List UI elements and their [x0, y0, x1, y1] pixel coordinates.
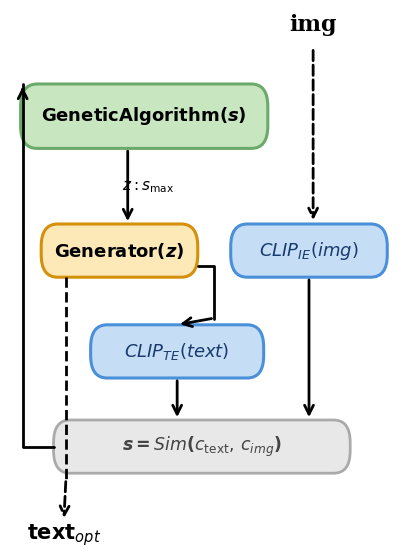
Text: $\boldsymbol{\mathit{CLIP}}_{\boldsymbol{\mathit{IE}}}\boldsymbol{\mathit{(img)}: $\boldsymbol{\mathit{CLIP}}_{\boldsymbol… — [259, 240, 359, 262]
FancyBboxPatch shape — [21, 84, 268, 148]
Text: $\mathbf{GeneticAlgorithm(}$$\boldsymbol{s}$$\mathbf{)}$: $\mathbf{GeneticAlgorithm(}$$\boldsymbol… — [41, 105, 247, 127]
Text: img: img — [289, 14, 337, 36]
Text: $\mathbf{Generator(}$$\boldsymbol{z}$$\mathbf{)}$: $\mathbf{Generator(}$$\boldsymbol{z}$$\m… — [54, 241, 185, 260]
Text: $z : s_{\max}$: $z : s_{\max}$ — [122, 180, 173, 195]
FancyBboxPatch shape — [91, 325, 264, 378]
Text: $\mathbf{text}_{\mathit{opt}}$: $\mathbf{text}_{\mathit{opt}}$ — [27, 522, 101, 548]
FancyBboxPatch shape — [41, 224, 198, 277]
Text: $\boldsymbol{\mathit{CLIP}}_{\boldsymbol{\mathit{TE}}}\boldsymbol{\mathit{(text): $\boldsymbol{\mathit{CLIP}}_{\boldsymbol… — [124, 341, 230, 362]
Text: $\boldsymbol{s = \mathit{Sim}(c_{\mathrm{text}},\, c_{\mathit{img}})}$: $\boldsymbol{s = \mathit{Sim}(c_{\mathrm… — [122, 435, 282, 459]
FancyBboxPatch shape — [54, 420, 350, 473]
FancyBboxPatch shape — [231, 224, 387, 277]
